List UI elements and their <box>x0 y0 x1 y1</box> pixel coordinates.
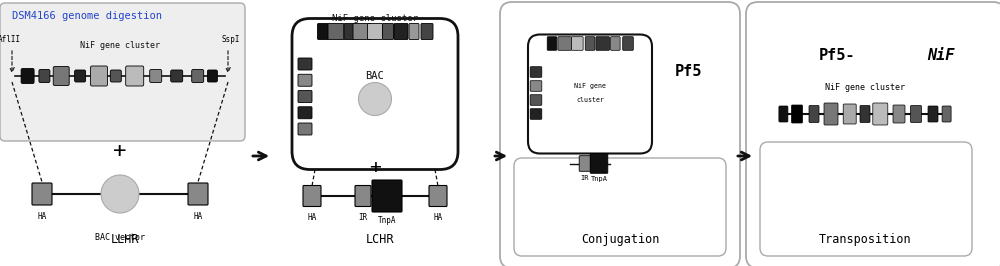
Text: BAC: BAC <box>366 71 384 81</box>
Text: NiF gene cluster: NiF gene cluster <box>80 41 160 51</box>
FancyBboxPatch shape <box>328 23 344 39</box>
FancyBboxPatch shape <box>590 154 608 173</box>
FancyBboxPatch shape <box>0 3 245 141</box>
Text: HA: HA <box>37 212 47 221</box>
FancyBboxPatch shape <box>292 19 458 169</box>
Text: HA: HA <box>307 213 317 222</box>
Text: +: + <box>369 159 381 177</box>
FancyBboxPatch shape <box>303 185 321 206</box>
FancyBboxPatch shape <box>528 35 652 153</box>
FancyBboxPatch shape <box>188 183 208 205</box>
FancyBboxPatch shape <box>207 70 217 82</box>
FancyBboxPatch shape <box>843 104 856 124</box>
FancyBboxPatch shape <box>547 37 557 50</box>
FancyBboxPatch shape <box>530 67 542 77</box>
Text: NiF: NiF <box>928 48 955 64</box>
FancyBboxPatch shape <box>372 180 402 212</box>
FancyBboxPatch shape <box>90 66 108 86</box>
FancyBboxPatch shape <box>171 70 183 82</box>
FancyBboxPatch shape <box>368 23 382 39</box>
FancyBboxPatch shape <box>32 183 52 205</box>
FancyBboxPatch shape <box>394 23 408 39</box>
FancyBboxPatch shape <box>530 109 542 119</box>
FancyBboxPatch shape <box>110 70 121 82</box>
Text: LLHR: LLHR <box>111 233 139 246</box>
FancyBboxPatch shape <box>353 23 371 39</box>
FancyBboxPatch shape <box>21 69 34 84</box>
Text: NiF gene cluster: NiF gene cluster <box>332 14 418 23</box>
Text: SspI: SspI <box>222 35 240 44</box>
Text: +: + <box>113 141 127 161</box>
FancyBboxPatch shape <box>39 69 50 82</box>
FancyBboxPatch shape <box>421 23 433 39</box>
FancyBboxPatch shape <box>928 106 938 122</box>
Text: IR: IR <box>581 176 589 181</box>
FancyBboxPatch shape <box>760 142 972 256</box>
FancyBboxPatch shape <box>429 185 447 206</box>
FancyBboxPatch shape <box>809 106 819 123</box>
Text: BAC vector: BAC vector <box>95 234 145 243</box>
FancyBboxPatch shape <box>530 95 542 105</box>
FancyBboxPatch shape <box>298 123 312 135</box>
Text: cluster: cluster <box>576 97 604 103</box>
FancyBboxPatch shape <box>318 23 328 39</box>
Text: Conjugation: Conjugation <box>581 233 659 246</box>
Ellipse shape <box>101 175 139 213</box>
FancyBboxPatch shape <box>344 23 354 39</box>
FancyBboxPatch shape <box>500 2 740 266</box>
FancyBboxPatch shape <box>75 70 86 82</box>
Text: TnpA: TnpA <box>590 176 608 181</box>
FancyBboxPatch shape <box>298 74 312 86</box>
FancyBboxPatch shape <box>150 69 162 82</box>
FancyBboxPatch shape <box>585 37 595 50</box>
FancyBboxPatch shape <box>298 107 312 119</box>
FancyBboxPatch shape <box>355 185 371 206</box>
FancyBboxPatch shape <box>298 58 312 70</box>
Text: Pf5: Pf5 <box>674 64 702 78</box>
FancyBboxPatch shape <box>611 37 620 50</box>
Text: LCHR: LCHR <box>366 233 394 246</box>
Text: IR: IR <box>358 213 368 222</box>
FancyBboxPatch shape <box>860 106 870 123</box>
FancyBboxPatch shape <box>623 37 633 50</box>
Text: Pf5-: Pf5- <box>819 48 855 64</box>
FancyBboxPatch shape <box>126 66 144 86</box>
FancyBboxPatch shape <box>910 106 922 123</box>
FancyBboxPatch shape <box>596 37 609 50</box>
FancyBboxPatch shape <box>779 106 788 122</box>
FancyBboxPatch shape <box>572 37 583 50</box>
FancyBboxPatch shape <box>579 156 591 171</box>
FancyBboxPatch shape <box>942 106 951 122</box>
FancyBboxPatch shape <box>298 90 312 102</box>
FancyBboxPatch shape <box>192 69 204 82</box>
FancyBboxPatch shape <box>824 103 838 125</box>
FancyBboxPatch shape <box>558 37 571 50</box>
FancyBboxPatch shape <box>873 103 888 125</box>
FancyBboxPatch shape <box>530 81 542 91</box>
FancyBboxPatch shape <box>893 105 905 123</box>
Text: HA: HA <box>193 212 203 221</box>
FancyBboxPatch shape <box>746 2 1000 266</box>
Text: TnpA: TnpA <box>378 216 396 225</box>
Text: Transposition: Transposition <box>819 233 911 246</box>
FancyBboxPatch shape <box>53 66 69 85</box>
FancyBboxPatch shape <box>409 23 419 39</box>
FancyBboxPatch shape <box>792 105 802 123</box>
Ellipse shape <box>358 82 392 115</box>
Text: DSM4166 genome digestion: DSM4166 genome digestion <box>12 11 162 21</box>
Text: NiF gene: NiF gene <box>574 83 606 89</box>
FancyBboxPatch shape <box>382 23 394 39</box>
Text: NiF gene cluster: NiF gene cluster <box>825 84 905 93</box>
Text: HA: HA <box>433 213 443 222</box>
Text: AflII: AflII <box>0 35 21 44</box>
FancyBboxPatch shape <box>514 158 726 256</box>
